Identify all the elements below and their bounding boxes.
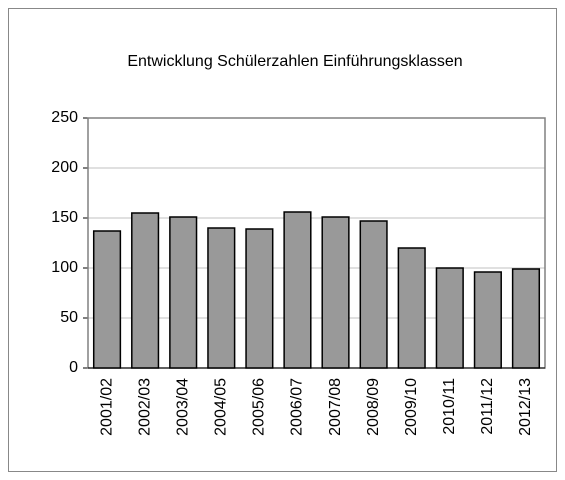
bar [511, 268, 541, 369]
y-tick-label: 0 [69, 359, 78, 376]
bar [359, 220, 388, 369]
x-tick-label: 2005/06 [251, 378, 268, 436]
bar [397, 247, 426, 369]
y-tick-label: 150 [51, 209, 78, 226]
y-tick-label: 100 [51, 259, 78, 276]
x-tick-label: 2007/08 [327, 378, 344, 436]
x-tick-label: 2011/12 [479, 378, 496, 435]
chart-title: Entwicklung Schülerzahlen Einführungskla… [127, 53, 462, 70]
bar [435, 267, 464, 369]
x-tick-label: 2002/03 [136, 378, 153, 436]
x-tick-label: 2009/10 [403, 378, 420, 436]
bar [473, 271, 502, 369]
y-tick-label: 250 [51, 109, 78, 126]
y-tick-label: 50 [60, 309, 78, 326]
x-tick-label: 2001/02 [98, 378, 115, 436]
bar [321, 216, 350, 369]
y-tick-label: 200 [51, 159, 78, 176]
bar [245, 228, 274, 369]
chart-border [8, 8, 557, 472]
bar [207, 227, 236, 369]
x-tick-label: 2012/13 [517, 378, 534, 436]
x-tick-label: 2006/07 [289, 378, 306, 436]
x-tick-label: 2010/11 [441, 378, 458, 435]
bar [131, 212, 160, 369]
x-tick-label: 2004/05 [213, 378, 230, 436]
x-tick-label: 2003/04 [174, 378, 191, 436]
bar [92, 230, 122, 369]
bar [283, 211, 312, 369]
bar [169, 216, 198, 369]
x-tick-label: 2008/09 [365, 378, 382, 436]
